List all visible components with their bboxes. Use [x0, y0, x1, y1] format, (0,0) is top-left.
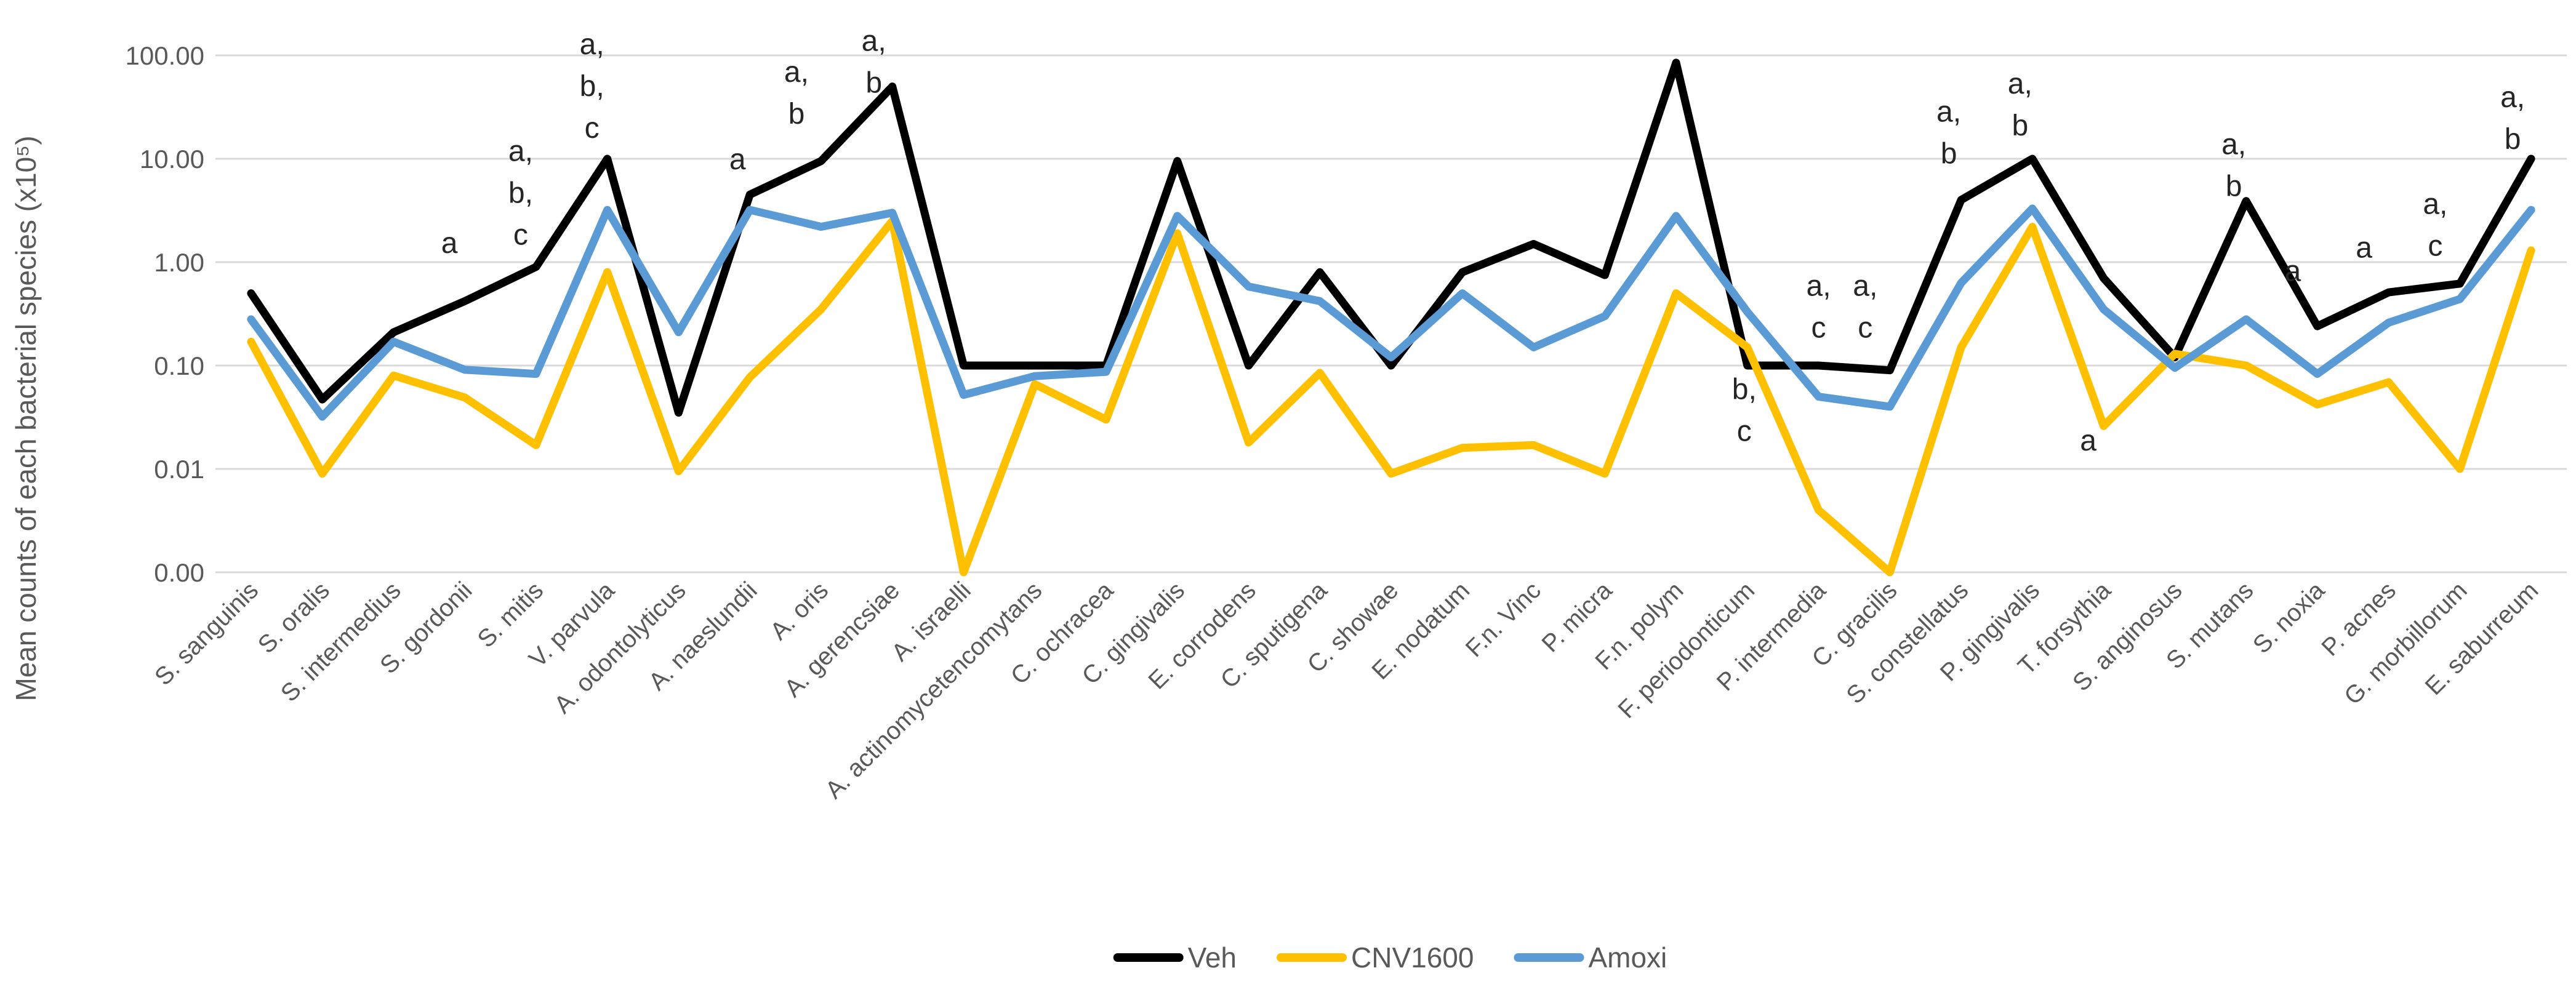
legend-item-cnv1600[interactable]: CNV1600: [1277, 942, 1474, 974]
series-lines: [247, 58, 2535, 577]
x-axis-category-label: F.n. Vinc: [1461, 577, 1546, 662]
significance-annotation: a, c: [2423, 188, 2447, 263]
significance-annotations: a a, b, c a, b, c a a, b a, b b, c a, c a, c a, b a, b a a, b a a a…: [441, 25, 2525, 457]
significance-annotation: a, b, c: [508, 135, 533, 252]
legend-item-amoxi[interactable]: Amoxi: [1514, 942, 1667, 974]
legend-item-veh[interactable]: Veh: [1113, 942, 1237, 974]
significance-annotation: b, c: [1732, 373, 1757, 447]
y-axis-tick-label: 10.00: [140, 145, 204, 174]
x-axis-category-label: S. intermedius: [276, 577, 406, 707]
significance-annotation: a: [2080, 425, 2097, 457]
significance-annotation: a, b: [1936, 95, 1961, 170]
x-axis-category-label: A. odontolyticus: [549, 577, 691, 719]
x-axis-category-label: G. morbillorum: [2339, 577, 2473, 710]
y-axis-tick-label: 0.01: [154, 455, 204, 484]
y-axis-title: Mean counts of each bacterial species (x…: [10, 135, 42, 701]
significance-annotation: a: [2284, 255, 2301, 288]
significance-annotation: a, b: [2008, 68, 2032, 142]
x-axis-category-label: S. noxia: [2248, 577, 2330, 659]
y-axis-tick-label: 0.00: [154, 558, 204, 587]
significance-annotation: a, c: [1807, 270, 1831, 344]
significance-annotation: a, b: [862, 25, 886, 99]
legend-label-cnv1600: CNV1600: [1351, 942, 1474, 974]
significance-annotation: a, b, c: [580, 28, 604, 145]
significance-annotation: a: [729, 143, 746, 176]
significance-annotation: a, b: [2221, 128, 2246, 202]
legend-label-veh: Veh: [1188, 942, 1237, 974]
significance-annotation: a: [2356, 231, 2372, 264]
y-axis-tick-label: 100.00: [126, 41, 204, 70]
y-axis-tick-label: 0.10: [154, 351, 204, 380]
legend-label-amoxi: Amoxi: [1588, 942, 1667, 974]
legend: Veh CNV1600 Amoxi: [1113, 942, 1667, 974]
series-line-amoxi: [247, 204, 2535, 421]
x-axis-category-label: A. oris: [765, 577, 833, 645]
gridlines: [215, 54, 2567, 574]
significance-annotation: a, c: [1853, 270, 1877, 344]
significance-annotation: a, b: [2500, 81, 2525, 156]
significance-annotation: a: [441, 227, 458, 260]
y-axis-tick-labels: 100.00 10.00 1.00 0.10 0.01 0.00: [126, 41, 204, 587]
series-line-cnv1600: [247, 217, 2535, 577]
significance-annotation: a, b: [784, 56, 809, 130]
y-axis-tick-label: 1.00: [154, 248, 204, 277]
x-axis-category-label: S. sanguinis: [150, 577, 263, 690]
x-axis-category-label: S. constellatus: [1841, 577, 1973, 709]
